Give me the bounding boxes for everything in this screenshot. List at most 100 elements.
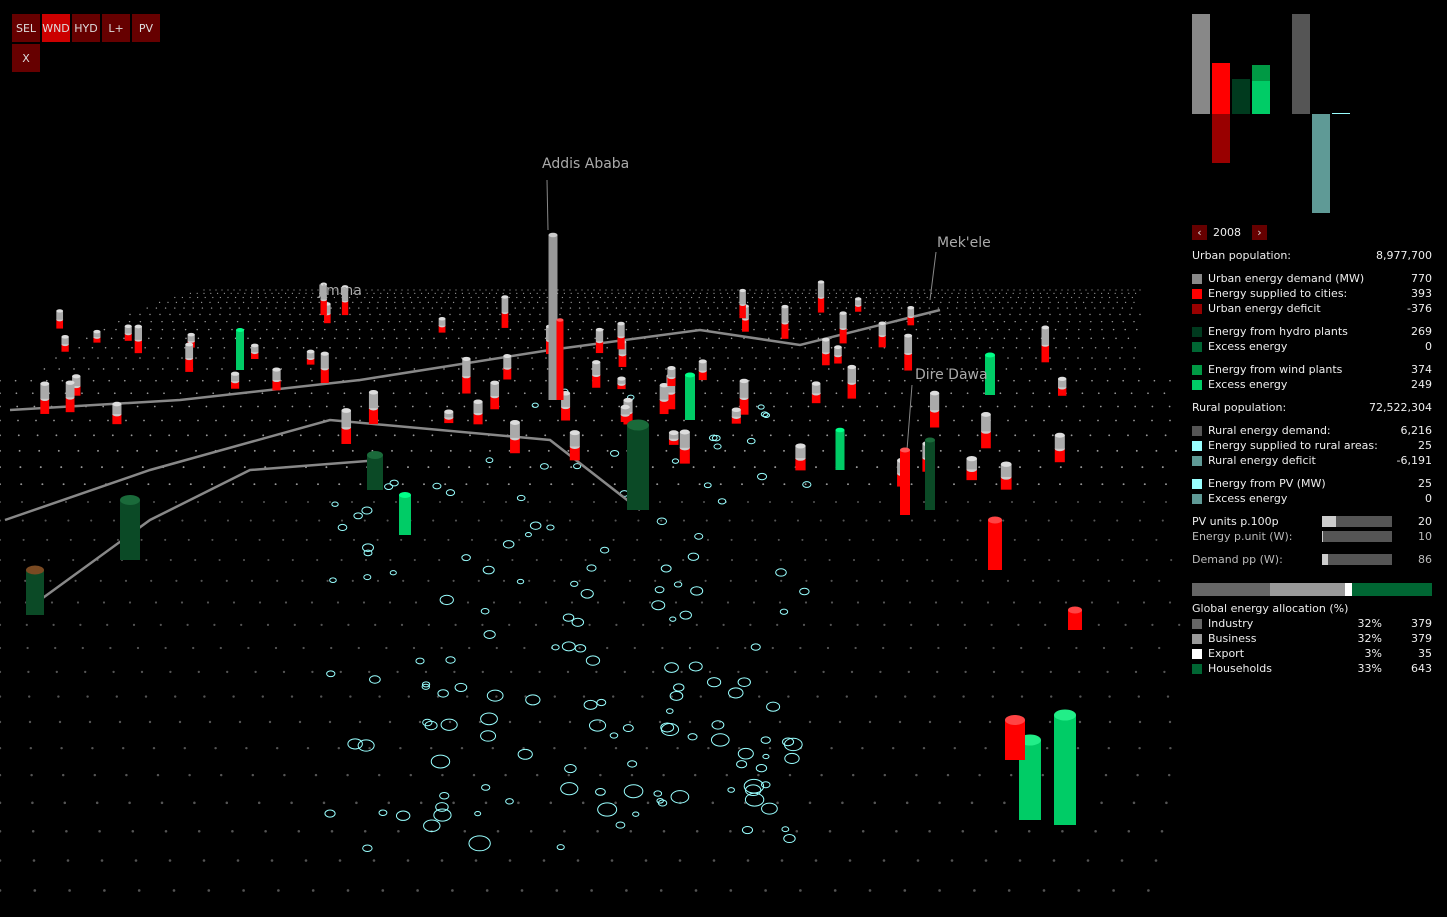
grid-dot [659, 289, 661, 291]
grid-dot [147, 368, 149, 370]
grid-dot [272, 519, 275, 522]
grid-dot [1132, 579, 1136, 582]
grid-dot [662, 830, 666, 833]
grid-dot [926, 558, 929, 562]
grid-dot [1048, 307, 1050, 309]
grid-dot [0, 859, 2, 862]
grid-dot [169, 313, 171, 316]
grid-dot [522, 292, 525, 294]
grid-dot [532, 307, 535, 309]
pv-button[interactable]: PV [132, 14, 160, 42]
rural-pv-ring [623, 784, 644, 799]
rural-pv-ring [756, 472, 768, 481]
grid-dot [713, 357, 715, 359]
grid-dot [833, 289, 835, 291]
grid-dot [236, 320, 239, 323]
energy-cylinder [341, 427, 352, 444]
bar-wind-excess [1252, 65, 1270, 81]
grid-dot [926, 296, 928, 299]
grid-dot [478, 720, 482, 724]
rural-pv-ring [505, 798, 514, 805]
grid-dot [1106, 379, 1109, 382]
grid-dot [1124, 296, 1126, 299]
grid-dot [71, 419, 73, 422]
grid-dot [970, 801, 974, 805]
grid-dot [931, 579, 934, 582]
grid-dot [1115, 337, 1117, 340]
close-button[interactable]: X [12, 44, 40, 72]
grid-dot [515, 289, 517, 291]
grid-dot [1109, 313, 1111, 316]
allocation-title: Global energy allocation (%) [1192, 602, 1349, 615]
grid-dot [1091, 301, 1093, 304]
grid-dot [965, 307, 967, 309]
grid-dot [24, 579, 27, 582]
energy-cylinder [985, 355, 995, 395]
lines-button[interactable]: L+ [102, 14, 130, 42]
grid-dot [665, 419, 667, 422]
grid-dot [1067, 289, 1069, 291]
grid-dot [359, 483, 362, 486]
grid-dot [788, 434, 791, 437]
grid-dot [590, 466, 593, 469]
grid-dot [1009, 773, 1013, 777]
grid-dot [202, 859, 206, 862]
hydro-button[interactable]: HYD [72, 14, 100, 42]
demand-pp-slider[interactable] [1322, 554, 1392, 565]
grid-dot [641, 289, 643, 291]
grid-dot [355, 320, 358, 323]
grid-dot [420, 379, 423, 382]
energy-cylinder [834, 347, 842, 356]
sel-button[interactable]: SEL [12, 14, 40, 42]
grid-dot [485, 296, 488, 299]
prev-year-button[interactable]: ‹ [1192, 224, 1207, 240]
grid-dot [605, 289, 607, 291]
grid-dot [1038, 307, 1041, 309]
grid-dot [721, 296, 723, 299]
rural-pv-ring [609, 449, 620, 457]
transmission-line [4, 418, 641, 522]
grid-dot [954, 337, 956, 340]
grid-dot [181, 296, 184, 299]
energy-cylinder [341, 300, 349, 316]
cylinder-top [120, 495, 140, 505]
grid-dot [408, 337, 410, 340]
wind-button[interactable]: WND [42, 14, 70, 42]
allocation-bar[interactable] [1192, 583, 1432, 596]
grid-dot [1122, 483, 1125, 486]
grid-dot [0, 419, 1, 422]
energy-cylinder [620, 414, 630, 423]
grid-dot [979, 405, 982, 408]
grid-dot [587, 301, 589, 304]
grid-dot [873, 801, 877, 805]
grid-dot [49, 579, 52, 582]
grid-dot [502, 292, 504, 294]
export-value: 35 [1418, 647, 1432, 660]
grid-dot [1024, 519, 1028, 522]
grid-dot [1082, 579, 1085, 582]
grid-dot [197, 419, 199, 422]
grid-dot [86, 695, 89, 698]
bar-rural-deficit [1312, 114, 1330, 213]
energy-cylinder [368, 392, 379, 409]
grid-dot [534, 623, 538, 626]
rural-demand-label: Rural energy demand: [1208, 424, 1331, 437]
grid-dot [514, 307, 516, 309]
grid-dot [841, 379, 844, 382]
next-year-button[interactable]: › [1252, 224, 1267, 240]
energy-per-unit-slider[interactable] [1322, 531, 1392, 542]
grid-dot [482, 379, 485, 382]
grid-dot [79, 623, 82, 626]
grid-dot [116, 449, 119, 452]
cylinder-top [341, 408, 352, 413]
grid-dot [680, 307, 682, 309]
grid-dot [348, 296, 351, 299]
grid-dot [682, 558, 685, 562]
pv-units-slider[interactable] [1322, 516, 1392, 527]
grid-dot [661, 307, 664, 309]
grid-dot [566, 670, 570, 674]
grid-dot [704, 405, 707, 408]
rural-pv-ring [421, 683, 430, 690]
grid-dot [573, 357, 575, 359]
